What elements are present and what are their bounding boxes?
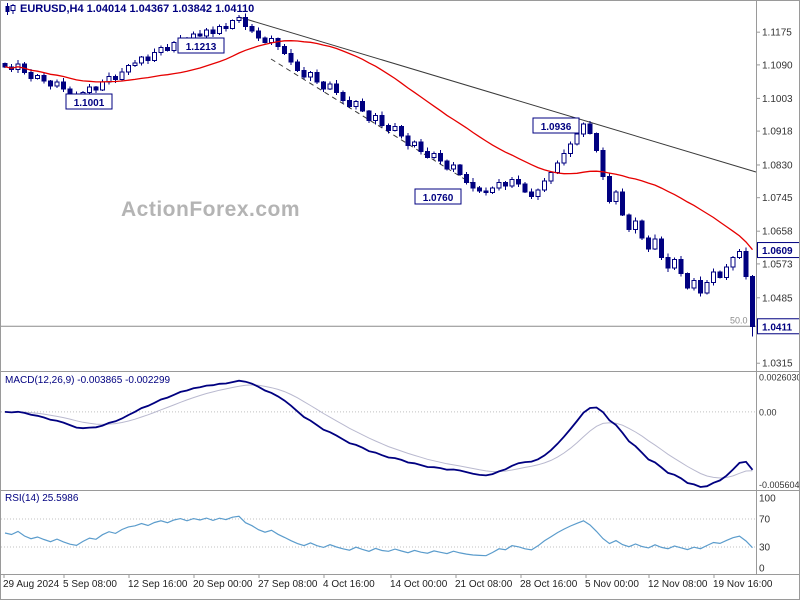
- pane-separators: [1, 1, 799, 575]
- trendline-1[interactable]: [238, 16, 757, 173]
- time-axis-label: 12 Nov 08:00: [648, 579, 708, 590]
- price-annotation-box[interactable]: [414, 188, 462, 205]
- price-annotation-label: 1.0760: [423, 193, 454, 204]
- price-axis-label: 1.0830: [762, 160, 793, 171]
- price-marker-label: 1.0609: [762, 246, 793, 257]
- time-axis-label: 5 Nov 00:00: [585, 579, 639, 590]
- price-annotation-label: 1.1001: [74, 98, 105, 109]
- price-annotation-box[interactable]: [532, 117, 580, 134]
- macd-axis-label: -0.0056040: [759, 480, 800, 490]
- time-axis-label: 19 Nov 16:00: [713, 579, 773, 590]
- price-axis-label: 1.1175: [762, 28, 792, 39]
- price-annotation-label: 1.0936: [541, 122, 572, 133]
- rsi-axis-label: 100: [759, 494, 776, 505]
- moving-average-line[interactable]: [4, 40, 753, 251]
- time-axis-label: 21 Oct 08:00: [455, 579, 513, 590]
- price-axis[interactable]: 1.1175 1.1090 1.1003 1.0918 1.0830 1.0745 1.06…: [756, 28, 800, 370]
- chart-header: EURUSD,H4 1.04014 1.04367 1.03842 1.0411…: [5, 3, 254, 15]
- price-marker-box[interactable]: [757, 318, 800, 335]
- rsi-axis-label: 0: [759, 564, 765, 575]
- rsi-label: RSI(14) 25.5986: [5, 493, 79, 504]
- time-axis-label: 4 Oct 16:00: [323, 579, 375, 590]
- macd-label: MACD(12,26,9) -0.003865 -0.002299: [5, 375, 171, 386]
- price-axis-label: 1.0315: [762, 359, 793, 370]
- price-axis-label: 1.0745: [762, 193, 793, 204]
- price-axis-label: 1.0658: [762, 227, 793, 238]
- price-marker-label: 1.0411: [762, 322, 792, 333]
- time-axis-label: 28 Oct 16:00: [520, 579, 578, 590]
- time-axis-label: 20 Sep 00:00: [193, 579, 253, 590]
- price-axis-label: 1.0918: [762, 127, 793, 138]
- price-marker-box[interactable]: [757, 242, 800, 259]
- time-axis[interactable]: 29 Aug 2024 5 Sep 08:00 12 Sep 16:00 20 Sep…: [3, 574, 773, 591]
- trendline-2[interactable]: [270, 58, 488, 194]
- rsi-line[interactable]: [4, 515, 753, 557]
- macd-axis-label: 0.0026030: [759, 373, 800, 383]
- macd-main-line[interactable]: [4, 379, 754, 488]
- fib-level-label: 50.0: [730, 315, 748, 325]
- time-axis-label: 12 Sep 16:00: [128, 579, 188, 590]
- time-axis-label: 27 Sep 08:00: [258, 579, 318, 590]
- price-annotation-box[interactable]: [177, 37, 225, 54]
- price-axis-label: 1.0485: [762, 293, 793, 304]
- price-annotation-box[interactable]: [65, 93, 113, 110]
- price-axis-label: 1.1090: [762, 60, 793, 71]
- time-axis-label: 14 Oct 00:00: [390, 579, 448, 590]
- rsi-axis-label: 70: [759, 515, 771, 526]
- watermark: ActionForex.com: [121, 198, 301, 221]
- price-axis-label: 1.0573: [762, 259, 793, 270]
- symbol-ohlc-text: EURUSD,H4 1.04014 1.04367 1.03842 1.0411…: [20, 3, 255, 15]
- price-axis-label: 1.1003: [762, 94, 793, 105]
- time-axis-label: 29 Aug 2024: [3, 579, 60, 590]
- macd-axis-label: 0.00: [759, 407, 777, 417]
- candlestick-icon: [5, 3, 16, 15]
- macd-signal-line[interactable]: [4, 384, 753, 479]
- main-plot-area[interactable]: [1, 1, 756, 371]
- time-axis-label: 5 Sep 08:00: [63, 579, 117, 590]
- rsi-axis-label: 30: [759, 543, 771, 554]
- price-annotation-label: 1.1213: [186, 42, 217, 53]
